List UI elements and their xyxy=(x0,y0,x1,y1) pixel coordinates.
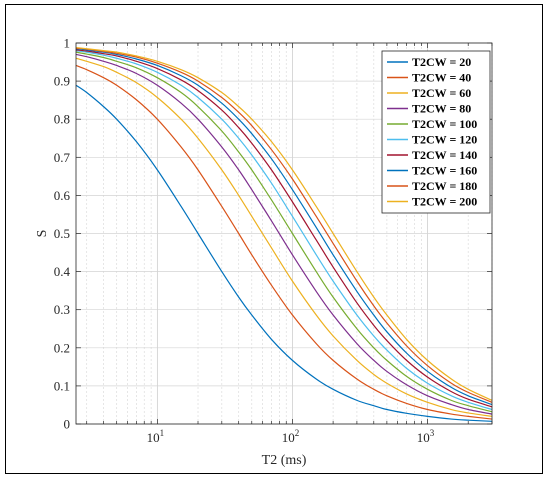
legend-entry: T2CW = 20 xyxy=(412,55,471,69)
series-line xyxy=(75,46,493,401)
legend-entry: T2CW = 100 xyxy=(412,117,477,131)
legend-entry: T2CW = 120 xyxy=(412,133,477,147)
legend-entry: T2CW = 40 xyxy=(412,71,471,85)
y-tick-label: 0.7 xyxy=(54,150,71,165)
series-line xyxy=(75,53,493,415)
series-line xyxy=(75,50,493,411)
x-tick-label: 102 xyxy=(282,428,300,445)
y-tick-label: 1 xyxy=(64,36,71,51)
series-line xyxy=(75,64,493,420)
series-line xyxy=(75,57,493,417)
series-layer xyxy=(75,46,493,422)
y-tick-label: 0.2 xyxy=(54,340,70,355)
legend-entry: T2CW = 80 xyxy=(412,102,471,116)
x-tick-label: 101 xyxy=(147,428,165,445)
series-line xyxy=(75,49,493,408)
x-tick-label: 103 xyxy=(417,428,435,445)
legend-entry: T2CW = 160 xyxy=(412,164,477,178)
series-line xyxy=(75,51,493,413)
figure-frame: 0 0.1 0.2 0.3 0.4 0.5 0.6 0.7 0.8 0.9 1 101 102 103 T… xyxy=(5,4,543,474)
x-tick-label-base: 10 xyxy=(147,430,160,445)
x-tick-label-base: 10 xyxy=(282,430,295,445)
x-tick-label-base: 10 xyxy=(417,430,430,445)
y-tick-label: 0.6 xyxy=(54,188,71,203)
legend-entry: T2CW = 200 xyxy=(412,195,477,209)
y-tick-label: 0.9 xyxy=(54,74,70,89)
legend-entry: T2CW = 180 xyxy=(412,179,477,193)
legend-entry: T2CW = 140 xyxy=(412,148,477,162)
y-tick-label: 0.3 xyxy=(54,302,70,317)
legend-entry: T2CW = 60 xyxy=(412,86,471,100)
x-tick-label-exponent: 3 xyxy=(430,428,435,438)
series-line xyxy=(75,47,493,403)
y-tick-label: 0.4 xyxy=(54,264,71,279)
series-line xyxy=(75,48,493,406)
y-tick-label: 0.5 xyxy=(54,226,70,241)
series-line xyxy=(75,84,493,422)
y-tick-label: 0.8 xyxy=(54,112,70,127)
y-tick-label: 0.1 xyxy=(54,378,70,393)
x-tick-label-exponent: 2 xyxy=(295,428,300,438)
x-axis-title: T2 (ms) xyxy=(262,453,307,468)
x-tick-label-exponent: 1 xyxy=(160,428,165,438)
y-axis-title: S xyxy=(35,230,50,238)
y-tick-label: 0 xyxy=(64,417,71,432)
